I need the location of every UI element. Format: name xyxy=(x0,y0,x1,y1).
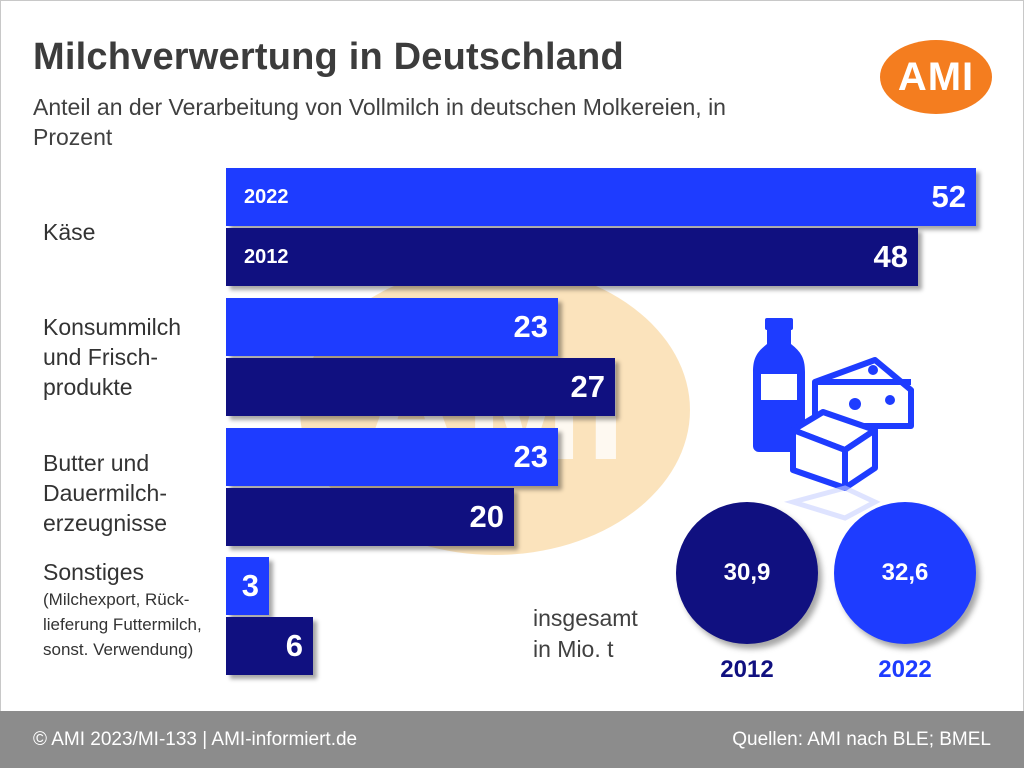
total-year-2022: 2022 xyxy=(878,656,932,683)
category-label-sonstiges: Sonstiges (Milchexport, Rück- lieferung … xyxy=(43,559,202,659)
ami-logo: AMI xyxy=(880,40,992,114)
category-label-kaese: Käse xyxy=(43,219,96,245)
bar-butter-2022: 23 xyxy=(226,428,558,486)
footer-sources: Quellen: AMI nach BLE; BMEL xyxy=(732,729,991,750)
bar-value-label: 3 xyxy=(241,568,259,603)
bar-kaese-2022: 2022 52 xyxy=(226,168,976,226)
bar-sonstiges-2022: 3 xyxy=(226,557,269,615)
total-value-2022: 32,6 xyxy=(881,559,929,586)
bar-value-label: 23 xyxy=(513,309,548,344)
bar-sonstiges-2012: 6 xyxy=(226,617,313,675)
chart-title: Milchverwertung in Deutschland xyxy=(33,36,624,78)
bar-kaese-2012: 2012 48 xyxy=(226,228,918,286)
bar-konsummilch-2012: 27 xyxy=(226,358,615,416)
bar-konsummilch-2022: 23 xyxy=(226,298,558,356)
footer-copyright: © AMI 2023/MI-133 | AMI-informiert.de xyxy=(33,729,358,750)
total-circle-2022: 32,6 xyxy=(834,502,976,644)
category-label-butter: Butter und Dauermilch- erzeugnisse xyxy=(43,450,168,536)
total-value-2012: 30,9 xyxy=(723,559,771,586)
bar-value-label: 27 xyxy=(570,369,605,404)
chart-subtitle: Anteil an der Verarbeitung von Vollmilch… xyxy=(33,94,726,150)
bar-value-label: 48 xyxy=(873,239,908,274)
bar-year-label: 2022 xyxy=(244,186,289,208)
bar-year-label: 2012 xyxy=(244,246,289,268)
bar-value-label: 23 xyxy=(513,439,548,474)
bar-value-label: 20 xyxy=(469,499,504,534)
totals-label: insgesamt in Mio. t xyxy=(533,605,638,662)
bar-butter-2012: 20 xyxy=(226,488,514,546)
dairy-products-icon xyxy=(753,318,914,521)
category-label-konsummilch: Konsummilch und Frisch- produkte xyxy=(43,314,182,400)
total-year-2012: 2012 xyxy=(720,656,774,683)
footer-bar: © AMI 2023/MI-133 | AMI-informiert.de Qu… xyxy=(0,711,1024,768)
bar-value-label: 6 xyxy=(285,628,303,663)
bar-value-label: 52 xyxy=(931,179,966,214)
total-circle-2012: 30,9 xyxy=(676,502,818,644)
